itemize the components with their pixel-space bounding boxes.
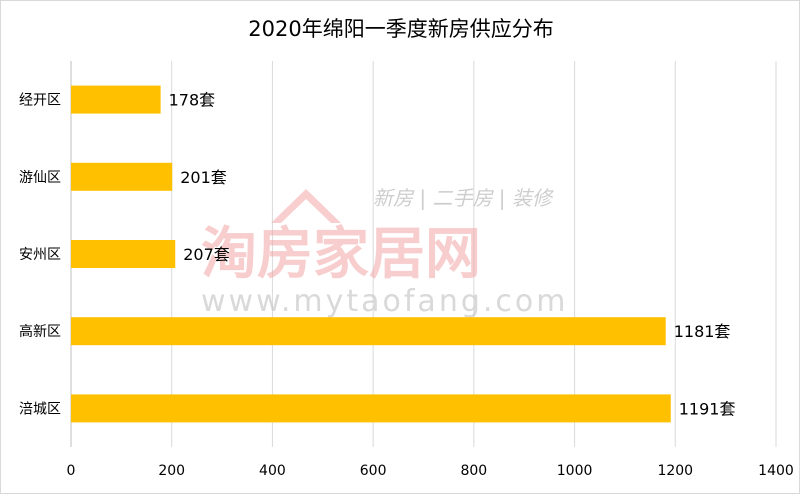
x-tick-label: 1200 xyxy=(657,463,693,479)
category-label: 游仙区 xyxy=(19,170,61,186)
bar xyxy=(71,240,176,268)
data-label: 178套 xyxy=(169,91,216,110)
category-label: 经开区 xyxy=(19,93,61,109)
x-tick-label: 600 xyxy=(360,463,387,479)
x-tick-label: 0 xyxy=(67,463,76,479)
bar xyxy=(71,394,671,423)
category-label: 涪城区 xyxy=(19,401,61,417)
watermark-url: www.mytaofang.com xyxy=(201,284,568,319)
x-tick-label: 1400 xyxy=(758,463,794,479)
bar xyxy=(71,85,161,114)
watermark: 淘房家居网 新房 | 二手房 | 装修 www.mytaofang.com xyxy=(201,186,568,319)
bar xyxy=(71,162,173,191)
gridlines xyxy=(171,61,777,447)
watermark-tagline: 新房 | 二手房 | 装修 xyxy=(373,186,555,210)
data-label: 201套 xyxy=(180,168,227,187)
x-tick-label: 800 xyxy=(460,463,487,479)
data-label: 1191套 xyxy=(679,399,736,418)
bar xyxy=(71,317,666,346)
data-label: 1181套 xyxy=(674,322,731,341)
x-tick-label: 200 xyxy=(158,463,185,479)
watermark-logo-icon xyxy=(271,189,341,223)
x-tick-label: 400 xyxy=(259,463,286,479)
x-tick-label: 1000 xyxy=(557,463,593,479)
data-label: 207套 xyxy=(183,245,230,264)
chart-title: 2020年绵阳一季度新房供应分布 xyxy=(248,17,553,41)
watermark-brand: 淘房家居网 xyxy=(201,222,481,287)
bars xyxy=(71,85,671,423)
category-label: 安州区 xyxy=(19,247,61,263)
category-label: 高新区 xyxy=(19,323,61,340)
